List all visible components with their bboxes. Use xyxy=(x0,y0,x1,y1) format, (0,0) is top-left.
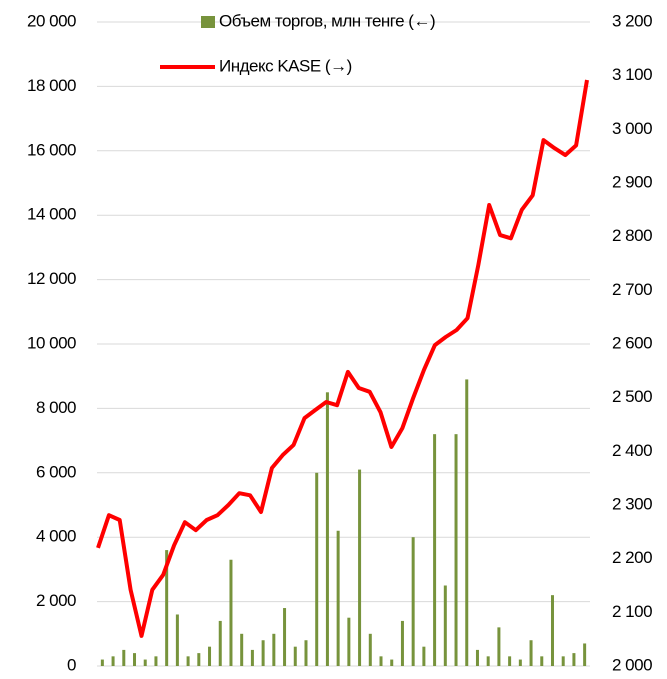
bar xyxy=(175,614,179,666)
y2-tick-label: 2 700 xyxy=(612,280,652,299)
bar xyxy=(422,646,426,666)
bar xyxy=(497,627,501,666)
y2-tick-label: 3 200 xyxy=(612,11,652,30)
bar xyxy=(433,434,437,666)
bar xyxy=(111,656,115,666)
bar xyxy=(475,649,479,666)
bar xyxy=(283,608,287,666)
bar xyxy=(400,620,404,666)
bar xyxy=(486,656,490,666)
legend-label: Объем торгов, млн тенге (←) xyxy=(219,11,435,30)
y2-tick-label: 2 400 xyxy=(612,441,652,460)
bar xyxy=(133,653,137,666)
bar xyxy=(315,472,319,666)
y2-tick-label: 2 500 xyxy=(612,387,652,406)
y2-tick-label: 3 000 xyxy=(612,119,652,138)
y-tick-label: 8 000 xyxy=(36,398,76,417)
bar xyxy=(508,656,512,666)
bar xyxy=(218,620,222,666)
y2-tick-label: 2 900 xyxy=(612,172,652,191)
y-tick-label: 4 000 xyxy=(36,527,76,546)
y-tick-label: 12 000 xyxy=(27,269,76,288)
bar xyxy=(572,653,576,666)
line xyxy=(96,79,589,638)
y2-tick-label: 2 100 xyxy=(612,602,652,621)
bar xyxy=(358,469,362,666)
legend-swatch xyxy=(201,16,215,28)
y-tick-label: 16 000 xyxy=(27,140,76,159)
y2-tick-label: 2 600 xyxy=(612,333,652,352)
bar xyxy=(100,659,104,666)
y-tick-label: 0 xyxy=(67,655,76,674)
legend-label: Индекс KASE (→) xyxy=(219,56,352,75)
bar xyxy=(379,656,383,666)
bar xyxy=(240,633,244,666)
bar xyxy=(208,646,212,666)
bar xyxy=(465,379,469,666)
bar xyxy=(272,633,276,666)
bar xyxy=(250,649,254,666)
y-tick-label: 6 000 xyxy=(36,462,76,481)
bar xyxy=(540,656,544,666)
bar xyxy=(143,659,147,666)
bar xyxy=(154,656,158,666)
y-tick-label: 10 000 xyxy=(27,333,76,352)
y-tick-label: 18 000 xyxy=(27,76,76,95)
bar xyxy=(561,656,565,666)
bar xyxy=(197,653,201,666)
y2-tick-label: 2 000 xyxy=(612,655,652,674)
y-tick-label: 14 000 xyxy=(27,205,76,224)
bar xyxy=(550,595,554,666)
bar xyxy=(411,537,415,666)
y-tick-label: 2 000 xyxy=(36,591,76,610)
bar xyxy=(336,530,340,666)
bar xyxy=(325,392,329,666)
bar xyxy=(186,656,190,666)
bar xyxy=(229,559,233,666)
y2-tick-label: 2 200 xyxy=(612,548,652,567)
bar xyxy=(368,633,372,666)
bar xyxy=(454,434,458,666)
y-tick-label: 20 000 xyxy=(27,11,76,30)
bar xyxy=(390,659,394,666)
bar xyxy=(304,640,308,666)
y2-tick-label: 2 800 xyxy=(612,226,652,245)
bar xyxy=(583,643,587,666)
bar xyxy=(347,617,351,666)
bar xyxy=(293,646,297,666)
bar xyxy=(165,550,169,666)
bar xyxy=(529,640,533,666)
bar xyxy=(443,585,447,666)
bar xyxy=(261,640,265,666)
bar xyxy=(518,659,522,666)
y2-tick-label: 2 300 xyxy=(612,494,652,513)
bar xyxy=(122,649,126,666)
y2-tick-label: 3 100 xyxy=(612,65,652,84)
